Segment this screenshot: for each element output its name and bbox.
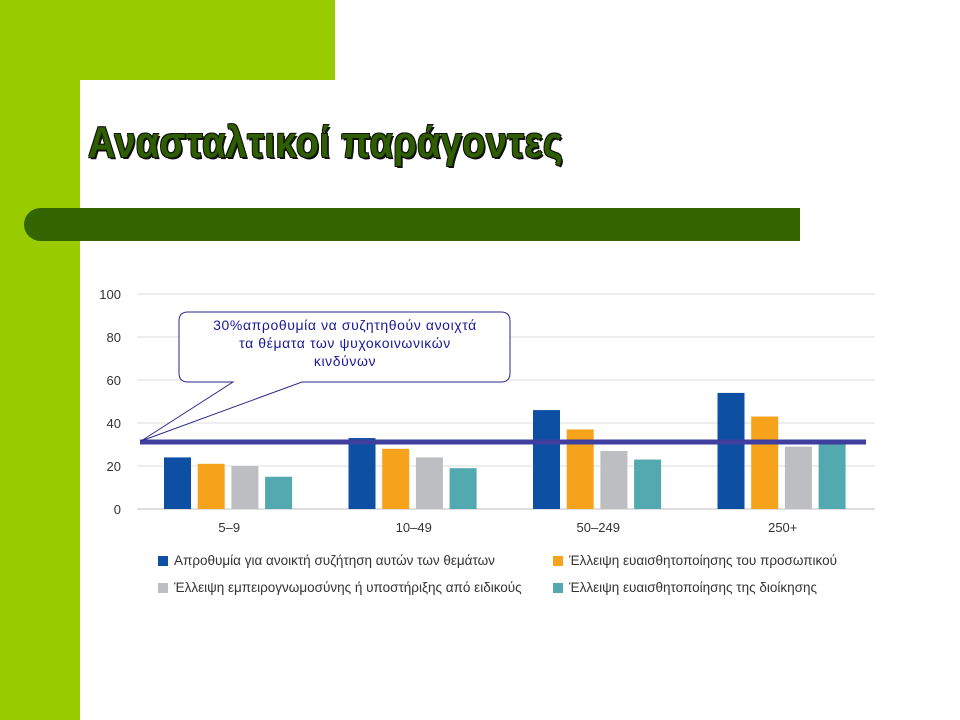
legend-item-expertise: Έλλειψη εμπειρογνωμοσύνης ή υποστήριξης … bbox=[158, 580, 553, 595]
y-axis-ticks: 0 20 40 60 80 100 bbox=[99, 287, 121, 517]
legend-label: Έλλειψη ευαισθητοποίησης της διοίκησης bbox=[569, 580, 817, 595]
legend-label: Έλλειψη εμπειρογνωμοσύνης ή υποστήριξης … bbox=[174, 580, 522, 595]
green-sidebar bbox=[0, 0, 80, 720]
y-tick-label: 20 bbox=[107, 459, 121, 474]
bar bbox=[415, 457, 443, 509]
bar bbox=[784, 446, 812, 509]
bar bbox=[449, 468, 477, 509]
callout-line-1: 30%απροθυμία να συζητηθούν ανοιχτά bbox=[213, 317, 477, 333]
x-axis-ticks: 5–9 10–49 50–249 250+ bbox=[218, 520, 797, 535]
bar bbox=[164, 457, 191, 509]
legend-item-management-awareness: Έλλειψη ευαισθητοποίησης της διοίκησης bbox=[553, 580, 878, 595]
x-tick-label: 10–49 bbox=[396, 520, 432, 535]
bar bbox=[348, 438, 376, 509]
callout-shape bbox=[140, 311, 511, 442]
callout-line-2: τα θέματα των ψυχοκοινωνικών bbox=[239, 335, 451, 351]
bar bbox=[382, 448, 410, 509]
y-tick-label: 60 bbox=[107, 373, 121, 388]
bar bbox=[533, 410, 560, 509]
bar bbox=[600, 450, 628, 509]
legend-swatch-orange bbox=[553, 555, 563, 566]
green-top-block bbox=[0, 0, 335, 80]
bars bbox=[164, 392, 846, 509]
legend-label: Έλλειψη ευαισθητοποίησης του προσωπικού bbox=[569, 553, 837, 568]
bar bbox=[818, 444, 846, 509]
bar bbox=[231, 466, 259, 509]
x-tick-label: 5–9 bbox=[218, 520, 240, 535]
bar bbox=[265, 476, 293, 509]
chart-legend: Απροθυμία για ανοικτή συζήτηση αυτών των… bbox=[158, 553, 878, 595]
x-tick-label: 50–249 bbox=[577, 520, 620, 535]
bar bbox=[751, 416, 779, 509]
legend-label: Απροθυμία για ανοικτή συζήτηση αυτών των… bbox=[174, 553, 495, 568]
x-tick-label: 250+ bbox=[768, 520, 797, 535]
slide-title: Ανασταλτικοί παράγοντες bbox=[88, 118, 564, 167]
y-tick-label: 100 bbox=[99, 287, 121, 302]
legend-swatch-teal bbox=[553, 582, 563, 593]
bar bbox=[634, 459, 662, 509]
y-tick-label: 40 bbox=[107, 416, 121, 431]
legend-item-staff-awareness: Έλλειψη ευαισθητοποίησης του προσωπικού bbox=[553, 553, 878, 568]
bar bbox=[197, 463, 225, 509]
callout-bubble bbox=[140, 311, 511, 442]
legend-item-unwillingness: Απροθυμία για ανοικτή συζήτηση αυτών των… bbox=[158, 553, 553, 568]
callout-line-3: κινδύνων bbox=[313, 353, 377, 369]
legend-swatch-blue bbox=[158, 555, 168, 566]
y-tick-label: 0 bbox=[114, 502, 121, 517]
legend-swatch-grey bbox=[158, 582, 168, 593]
callout-text: 30%απροθυμία να συζητηθούν ανοιχτά τα θέ… bbox=[180, 316, 510, 370]
y-tick-label: 80 bbox=[107, 330, 121, 345]
title-underline-bar bbox=[24, 208, 800, 241]
bar bbox=[717, 392, 745, 509]
